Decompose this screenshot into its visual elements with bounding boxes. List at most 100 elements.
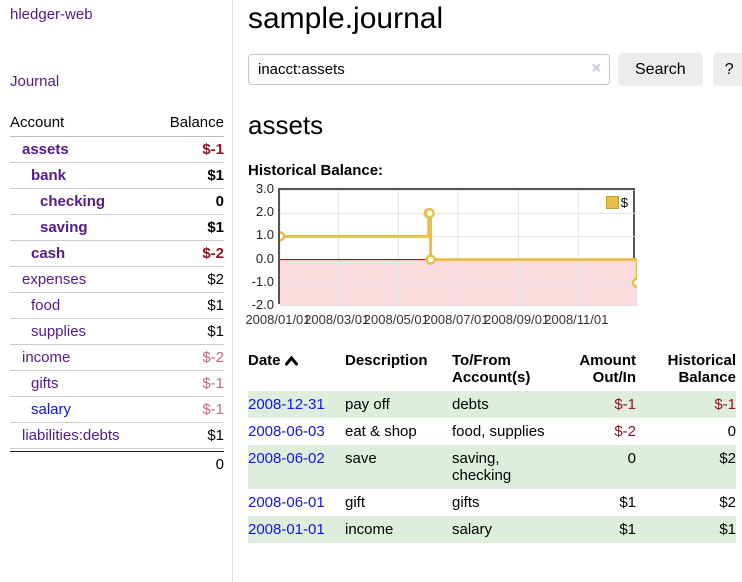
account-row: saving $1 [10, 215, 224, 241]
y-axis-tick-label: -1.0 [251, 273, 274, 289]
app-title-link[interactable]: hledger-web [10, 6, 93, 23]
account-row: bank $1 [10, 163, 224, 189]
total-rule [10, 449, 224, 452]
transaction-balance: $2 [719, 494, 736, 511]
transaction-amount: $-1 [614, 396, 636, 413]
transaction-date-link[interactable]: 2008-06-02 [248, 450, 325, 467]
account-heading: assets [248, 110, 324, 140]
sidebar-account-link[interactable]: saving [40, 219, 88, 236]
transaction-row: 2008-12-31 pay off debts $-1 $-1 [248, 391, 736, 418]
transaction-date-link[interactable]: 2008-06-01 [248, 494, 325, 511]
transaction-row: 2008-01-01 income salary $1 $1 [248, 516, 736, 543]
sidebar-account-link[interactable]: expenses [22, 271, 87, 288]
transaction-balance: 0 [727, 423, 736, 440]
sidebar-account-link[interactable]: cash [31, 245, 66, 262]
chart-title: Historical Balance: [248, 162, 384, 179]
search-box: × [248, 54, 610, 85]
transaction-amount: 0 [627, 450, 636, 467]
sidebar-account-link[interactable]: salary [31, 401, 72, 418]
sidebar-account-link[interactable]: checking [40, 193, 106, 210]
account-row: liabilities:debts $1 [10, 423, 224, 449]
account-balance: $-1 [153, 371, 224, 397]
account-balance: $1 [153, 163, 224, 189]
account-balance: $1 [153, 423, 224, 449]
chart-legend: $ [605, 195, 628, 210]
transaction-accounts: debts [452, 396, 489, 413]
account-row: gifts $-1 [10, 371, 224, 397]
search-button[interactable]: Search [618, 53, 703, 86]
historical-balance-chart: $ 3.0 2.0 1.0 0.0 -1.0 -2.0 2008/01/01 2008/03/… [245, 181, 736, 332]
transaction-accounts: gifts [452, 494, 480, 511]
transaction-balance: $1 [719, 521, 736, 538]
transaction-date-link[interactable]: 2008-01-01 [248, 521, 325, 538]
x-axis-tick-label: 2008/05/01 [363, 312, 429, 327]
transaction-description: eat & shop [345, 423, 417, 440]
chart-plot-area: $ [278, 188, 637, 306]
transaction-date-link[interactable]: 2008-12-31 [248, 396, 325, 413]
transaction-description: gift [345, 494, 366, 511]
account-balance: $-1 [153, 397, 224, 423]
sidebar-item-journal[interactable]: Journal [10, 73, 60, 90]
sidebar-account-link[interactable]: food [31, 297, 61, 314]
transaction-accounts: saving, checking [452, 450, 512, 484]
sidebar-account-link[interactable]: bank [31, 167, 67, 184]
accounts-header-account: Account [10, 111, 154, 137]
sidebar-account-link[interactable]: assets [22, 141, 69, 158]
x-axis-tick-label: 2008/01/01 [245, 312, 311, 327]
transaction-date-link[interactable]: 2008-06-03 [248, 423, 325, 440]
account-row: assets $-1 [10, 137, 224, 163]
account-balance: $-1 [153, 137, 224, 163]
sort-ascending-icon [284, 353, 298, 370]
register-header-date[interactable]: Date [248, 350, 345, 391]
register-header-balance: Historical Balance [667, 352, 736, 386]
x-axis-tick-label: 2008/09/01 [484, 312, 550, 327]
sidebar-account-link[interactable]: income [22, 349, 71, 366]
clear-search-icon[interactable]: × [591, 60, 601, 77]
accounts-table: Account Balance assets $-1 bank $1 checking 0… [10, 111, 224, 477]
x-axis-tick-label: 2008/03/01 [304, 312, 370, 327]
y-axis-tick-label: -2.0 [251, 297, 274, 312]
account-balance: $2 [153, 267, 224, 293]
account-row: cash $-2 [10, 241, 224, 267]
y-axis-tick-label: 3.0 [255, 181, 274, 196]
account-balance: $-2 [153, 241, 224, 267]
sidebar-account-link[interactable]: supplies [31, 323, 87, 340]
sidebar: hledger-web Journal Account Balance asse… [0, 0, 233, 582]
legend-label: $ [620, 195, 628, 210]
transaction-row: 2008-06-01 gift gifts $1 $2 [248, 489, 736, 516]
account-row: expenses $2 [10, 267, 224, 293]
transaction-description: pay off [345, 396, 390, 413]
account-balance: $-2 [153, 345, 224, 371]
account-balance: $1 [153, 293, 224, 319]
account-balance: 0 [153, 189, 224, 215]
transaction-amount: $1 [619, 521, 636, 538]
transaction-accounts: salary [452, 521, 493, 538]
account-balance: $1 [153, 215, 224, 241]
account-row: supplies $1 [10, 319, 224, 345]
transaction-amount: $-2 [614, 423, 636, 440]
register-header-row: Date Description To/From Account(s) Amou… [248, 350, 736, 391]
sidebar-account-link[interactable]: liabilities:debts [22, 427, 120, 444]
x-axis-tick-label: 2008/11/01 [544, 312, 609, 327]
main-content: sample.journal × Search ? assets Histori… [245, 0, 742, 543]
transaction-description: save [345, 450, 377, 467]
search-input[interactable] [248, 54, 610, 85]
y-axis-tick-label: 0.0 [255, 250, 274, 266]
account-row: salary $-1 [10, 397, 224, 423]
accounts-header-balance: Balance [153, 111, 224, 137]
y-axis-tick-label: 1.0 [255, 227, 274, 243]
accounts-total-value: 0 [215, 456, 224, 473]
register-header-account: To/From Account(s) [452, 352, 531, 386]
transaction-balance: $2 [719, 450, 736, 467]
transaction-description: income [345, 521, 394, 538]
transaction-balance: $-1 [714, 396, 736, 413]
account-row: checking 0 [10, 189, 224, 215]
register-header-amount: Amount Out/In [579, 352, 636, 386]
search-row: × Search ? [248, 53, 742, 86]
transaction-row: 2008-06-02 save saving, checking 0 $2 [248, 445, 736, 489]
account-balance: $1 [153, 319, 224, 345]
transaction-amount: $1 [619, 494, 636, 511]
sidebar-account-link[interactable]: gifts [31, 375, 59, 392]
transaction-row: 2008-06-03 eat & shop food, supplies $-2 0 [248, 418, 736, 445]
help-button[interactable]: ? [712, 53, 742, 86]
